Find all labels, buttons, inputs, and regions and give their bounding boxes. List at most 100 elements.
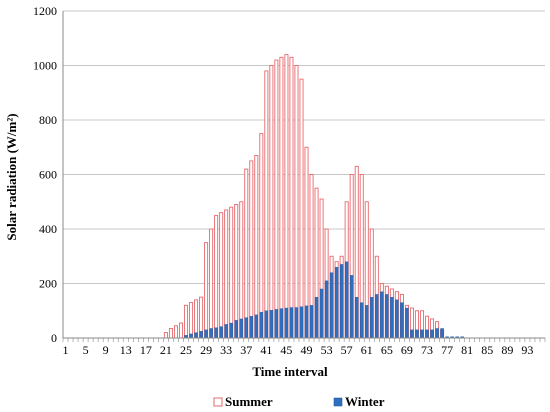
x-tick-labels: 1 5 9 13 17 21 25 29 33 37 41 45 49 53 57 61 65 69 73 77 81 8…: [63, 343, 534, 357]
y-tick-label: 800: [39, 113, 57, 127]
bar-winter: [199, 331, 203, 339]
bar-winter: [355, 296, 359, 339]
bar-summer: [224, 209, 229, 339]
bar-summer: [269, 65, 274, 339]
bar-winter: [249, 316, 253, 339]
legend-swatch-summer: [213, 397, 223, 407]
bar-winter: [334, 266, 339, 339]
bar-winter: [314, 296, 319, 339]
x-tick-label: 65: [381, 343, 393, 357]
bar-winter: [239, 318, 243, 339]
bar-winter: [329, 272, 334, 339]
bar-winter: [214, 327, 218, 339]
bar-winter: [435, 328, 439, 339]
bar-summer: [229, 206, 234, 339]
bar-summer: [178, 322, 183, 339]
x-tick-label: 85: [481, 343, 493, 357]
bar-winter: [400, 302, 404, 339]
bar-winter: [204, 329, 208, 339]
y-tick-label: 600: [39, 168, 57, 182]
bar-winter: [395, 299, 399, 339]
x-tick-label: 1: [63, 343, 69, 357]
x-tick-label: 41: [260, 343, 272, 357]
bar-winter: [244, 317, 248, 339]
bar-winter: [289, 307, 294, 339]
bar-winter: [370, 296, 374, 339]
y-tick-label: 1000: [33, 59, 57, 73]
bar-summer: [239, 201, 244, 339]
x-tick-label: 81: [461, 343, 473, 357]
bar-winter: [304, 305, 309, 339]
bar-winter: [339, 264, 344, 339]
x-tick-label: 61: [361, 343, 373, 357]
bar-summer: [194, 299, 199, 339]
bar-winter: [264, 310, 269, 339]
bar-winter: [254, 314, 259, 339]
legend-swatch-winter: [333, 397, 343, 407]
x-tick-label: 45: [280, 343, 292, 357]
bar-winter: [234, 320, 238, 339]
bar-winter: [375, 294, 379, 339]
bar-winter: [219, 326, 223, 339]
x-tick-label: 37: [240, 343, 252, 357]
x-tick-label: 93: [521, 343, 533, 357]
bar-winter: [405, 307, 409, 339]
x-tick-label: 25: [180, 343, 192, 357]
bar-winter: [274, 309, 279, 339]
bar-winter: [279, 308, 284, 339]
bar-summer: [264, 70, 269, 339]
x-tick-label: 73: [421, 343, 433, 357]
legend-label-winter: Winter: [345, 394, 385, 409]
x-tick-label: 57: [341, 343, 353, 357]
bar-winter: [229, 322, 233, 339]
y-tick-label: 200: [39, 277, 57, 291]
bar-winter: [189, 333, 193, 339]
bar-winter: [299, 306, 304, 339]
bar-summer: [214, 214, 219, 339]
y-tick-label: 1200: [33, 4, 57, 18]
bar-summer: [279, 56, 284, 339]
bar-winter: [349, 275, 354, 339]
bar-summer: [209, 228, 214, 339]
bar-summer: [294, 65, 299, 339]
bar-summer: [184, 304, 189, 339]
bar-summer: [234, 204, 239, 339]
bar-winter: [380, 291, 384, 339]
gridlines: [63, 10, 545, 284]
x-tick-label: 49: [301, 343, 313, 357]
axes: [62, 11, 546, 342]
x-tick-label: 53: [321, 343, 333, 357]
bar-summer: [163, 332, 168, 339]
bar-summer: [168, 328, 173, 339]
x-tick-label: 33: [220, 343, 232, 357]
bar-winter: [284, 307, 289, 339]
bar-winter: [440, 328, 444, 339]
x-tick-label: 89: [501, 343, 513, 357]
y-tick-labels: 0 200 400 600 800 1000 1200: [33, 4, 57, 345]
bar-summer: [299, 78, 304, 339]
bar-winter: [209, 328, 213, 339]
x-tick-label: 77: [441, 343, 453, 357]
bar-summer: [204, 242, 209, 339]
bar-summer: [274, 59, 279, 339]
bar-winter: [324, 280, 329, 339]
x-tick-label: 5: [83, 343, 89, 357]
x-tick-label: 9: [103, 343, 109, 357]
bars: [163, 54, 464, 339]
x-axis-title: Time interval: [252, 364, 328, 379]
x-tick-label: 69: [401, 343, 413, 357]
bar-winter: [294, 307, 299, 339]
bar-winter: [390, 296, 394, 339]
legend: Summer Winter: [213, 394, 385, 409]
bar-winter: [415, 329, 419, 339]
x-tick-label: 21: [160, 343, 172, 357]
bar-summer: [189, 302, 194, 339]
y-tick-label: 400: [39, 222, 57, 236]
x-tick-label: 17: [140, 343, 152, 357]
bar-winter: [410, 329, 414, 339]
bar-winter: [360, 302, 364, 339]
x-tick-label: 29: [200, 343, 212, 357]
bar-winter: [365, 305, 369, 339]
bar-summer: [284, 54, 289, 339]
legend-label-summer: Summer: [225, 394, 273, 409]
